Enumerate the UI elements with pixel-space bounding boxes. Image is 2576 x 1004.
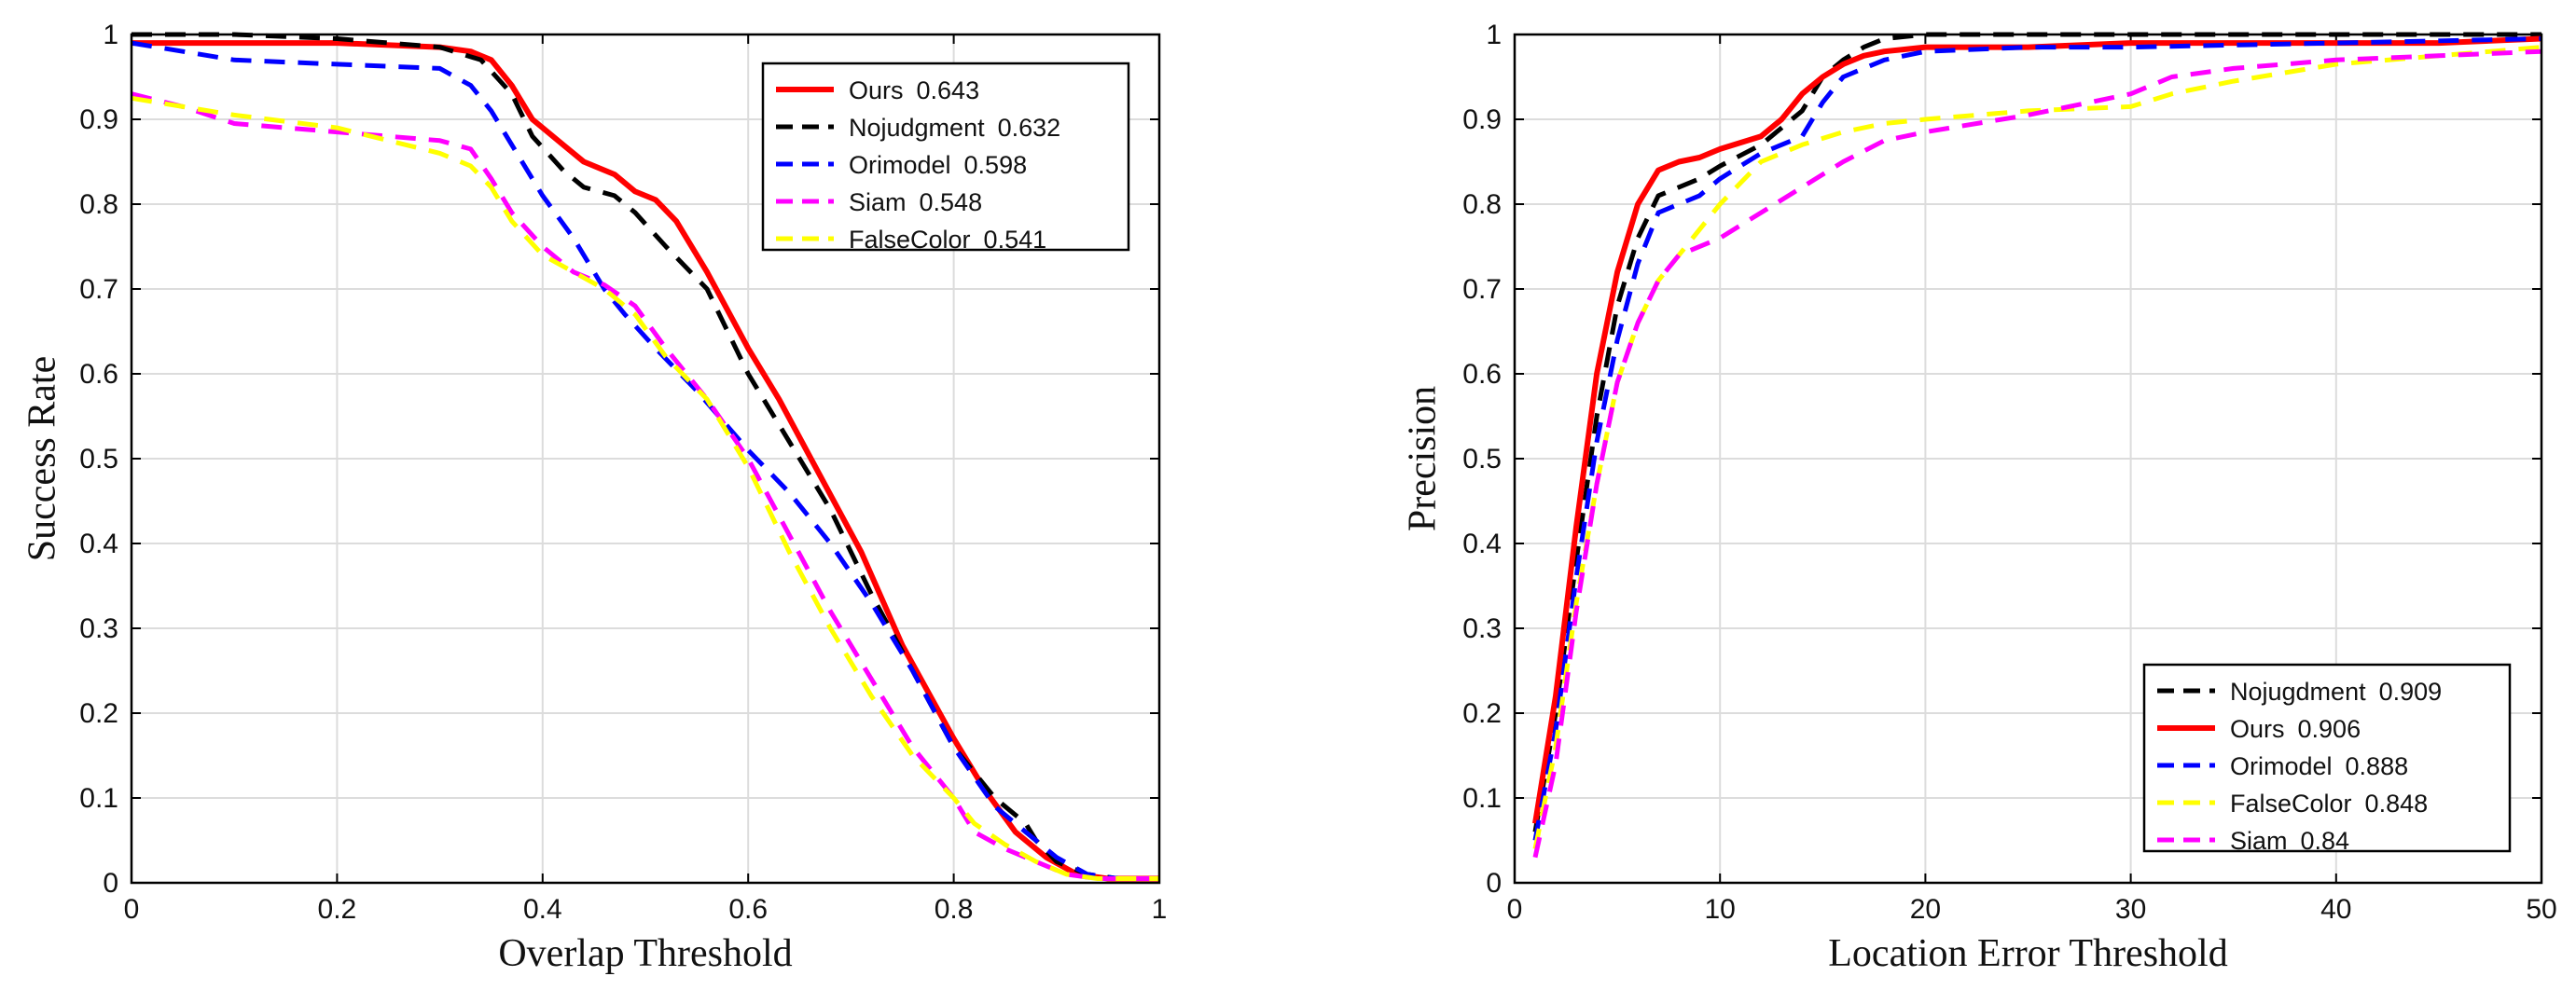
series-line-falsecolor <box>131 95 1159 881</box>
x-tick-label: 50 <box>2526 894 2556 925</box>
legend-score: 0.643 <box>917 76 980 104</box>
legend-score: 0.548 <box>920 188 983 216</box>
y-tick-label: 0 <box>103 868 118 899</box>
x-axis-title: Location Error Threshold <box>1828 932 2227 975</box>
y-tick-label: 0.1 <box>1462 783 1502 814</box>
y-tick-label: 0.7 <box>1462 274 1502 305</box>
series-line-siam <box>131 91 1159 881</box>
series-line-siam <box>1532 48 2542 859</box>
y-axis-title: Success Rate <box>21 356 64 561</box>
legend-label: FalseColor <box>2230 790 2352 818</box>
y-tick-label: 1 <box>103 20 118 50</box>
series-line-ours <box>1532 35 2542 824</box>
success-plot-panel: 0 0.2 0.4 0.6 0.8 1 0 0.1 0.2 0.3 0.4 0.5 0.6 0.7 0.8 0… <box>21 20 1168 975</box>
y-tick-label: 0.3 <box>1462 613 1502 644</box>
legend-score: 0.848 <box>2365 790 2429 818</box>
legend: Ours 0.643 Nojudgment 0.632 Orimodel 0.598 Sia… <box>761 62 1130 254</box>
y-tick-label: 1 <box>1486 20 1502 50</box>
y-tick-label: 0.8 <box>1462 189 1502 220</box>
y-tick-label: 0 <box>1486 868 1502 899</box>
y-tick-label: 0.5 <box>79 444 118 474</box>
x-tick-label: 0.8 <box>935 894 974 925</box>
legend-label: Ours <box>2230 715 2285 743</box>
x-tick-label: 0.6 <box>728 894 768 925</box>
legend-label: Nojudgment <box>849 114 985 142</box>
legend-score: 0.84 <box>2301 827 2350 855</box>
legend-label: Orimodel <box>849 151 951 179</box>
y-tick-label: 0.7 <box>79 274 118 305</box>
legend-score: 0.909 <box>2379 678 2443 706</box>
y-tick-label: 0.1 <box>79 783 118 814</box>
x-tick-label: 30 <box>2115 894 2146 925</box>
legend-label: Nojugdment <box>2230 678 2366 706</box>
legend-score: 0.906 <box>2298 715 2361 743</box>
legend-label: Orimodel <box>2230 752 2333 780</box>
y-tick-label: 0.2 <box>79 698 118 729</box>
x-tick-label: 0 <box>124 894 140 925</box>
y-tick-label: 0.2 <box>1462 698 1502 729</box>
precision-plot-panel: 0 10 20 30 40 50 0 0.1 0.2 0.3 0.4 0.5 0.6 0.7 0.8 0.9 1… <box>1402 20 2557 975</box>
legend-score: 0.541 <box>984 226 1047 254</box>
legend: Nojugdment 0.909 Ours 0.906 Orimodel 0.888 Fal… <box>2142 663 2512 855</box>
x-tick-label: 0.2 <box>318 894 357 925</box>
x-tick-label: 0.4 <box>523 894 562 925</box>
y-tick-label: 0.4 <box>1462 529 1502 559</box>
x-tick-label: 10 <box>1705 894 1736 925</box>
y-tick-label: 0.9 <box>1462 104 1502 135</box>
legend-box <box>2142 663 2512 853</box>
y-tick-label: 0.8 <box>79 189 118 220</box>
x-tick-label: 40 <box>2320 894 2351 925</box>
legend-score: 0.888 <box>2346 752 2409 780</box>
x-tick-label: 20 <box>1910 894 1941 925</box>
legend-score: 0.632 <box>998 114 1061 142</box>
series-line-orimodel <box>131 40 1159 881</box>
y-tick-label: 0.4 <box>79 529 118 559</box>
axes-box <box>130 33 1161 885</box>
y-tick-label: 0.3 <box>79 613 118 644</box>
y-tick-label: 0.9 <box>79 104 118 135</box>
y-axis-title: Precision <box>1402 386 1445 531</box>
legend-label: Siam <box>849 188 907 216</box>
y-tick-label: 0.5 <box>1462 444 1502 474</box>
x-tick-label: 0 <box>1507 894 1523 925</box>
y-tick-label: 0.6 <box>79 359 118 390</box>
series-line-orimodel <box>1532 36 2542 841</box>
x-axis-title: Overlap Threshold <box>498 932 792 975</box>
legend-box <box>761 62 1130 252</box>
legend-score: 0.598 <box>964 151 1028 179</box>
axes-box <box>1513 33 2543 885</box>
legend-label: Ours <box>849 76 904 104</box>
legend-label: FalseColor <box>849 226 971 254</box>
x-tick-label: 1 <box>1152 894 1168 925</box>
y-tick-label: 0.6 <box>1462 359 1502 390</box>
legend-label: Siam <box>2230 827 2288 855</box>
